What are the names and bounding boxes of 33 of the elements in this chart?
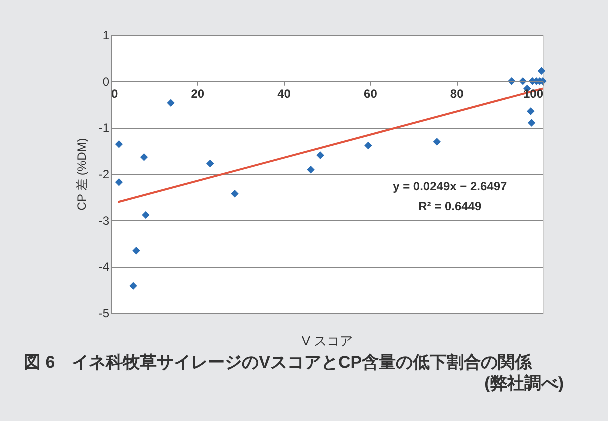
- point: [142, 211, 150, 220]
- y-axis-title: CP 差 (%DM): [74, 138, 89, 211]
- y-tick-label: -3: [98, 214, 110, 228]
- point: [528, 119, 536, 127]
- point: [316, 152, 324, 160]
- y-tick-label: -5: [98, 306, 110, 320]
- text: (弊社調べ): [484, 373, 564, 394]
- text: 図 6 イネ科牧草サイレージのVスコアとCP含量の低下割合の関係: [24, 352, 534, 373]
- annotation: R² = 0.6449: [418, 200, 482, 214]
- x-axis-title: V スコア: [302, 334, 354, 348]
- point: [527, 108, 535, 116]
- point: [206, 160, 214, 168]
- x-tick-label: 60: [364, 86, 378, 101]
- y-tick-label: -1: [98, 121, 110, 136]
- point: [132, 247, 140, 255]
- y-tick-label: -4: [98, 260, 110, 274]
- x-tick-label: 80: [450, 86, 464, 101]
- point: [140, 153, 148, 162]
- point: [130, 282, 138, 290]
- annotation: y = 0.0249x − 2.6497: [393, 180, 508, 194]
- y-tick-label: 0: [102, 74, 110, 89]
- x-tick-label: 40: [278, 86, 292, 101]
- point: [115, 178, 124, 186]
- point: [115, 140, 124, 148]
- point: [364, 142, 372, 150]
- y-tick-label: -2: [98, 168, 110, 182]
- point: [167, 99, 175, 107]
- point: [307, 166, 315, 174]
- point: [538, 67, 546, 76]
- point: [433, 138, 442, 146]
- y-tick-label: 1: [102, 28, 110, 42]
- x-tick-label: 20: [191, 86, 205, 101]
- point: [231, 190, 239, 198]
